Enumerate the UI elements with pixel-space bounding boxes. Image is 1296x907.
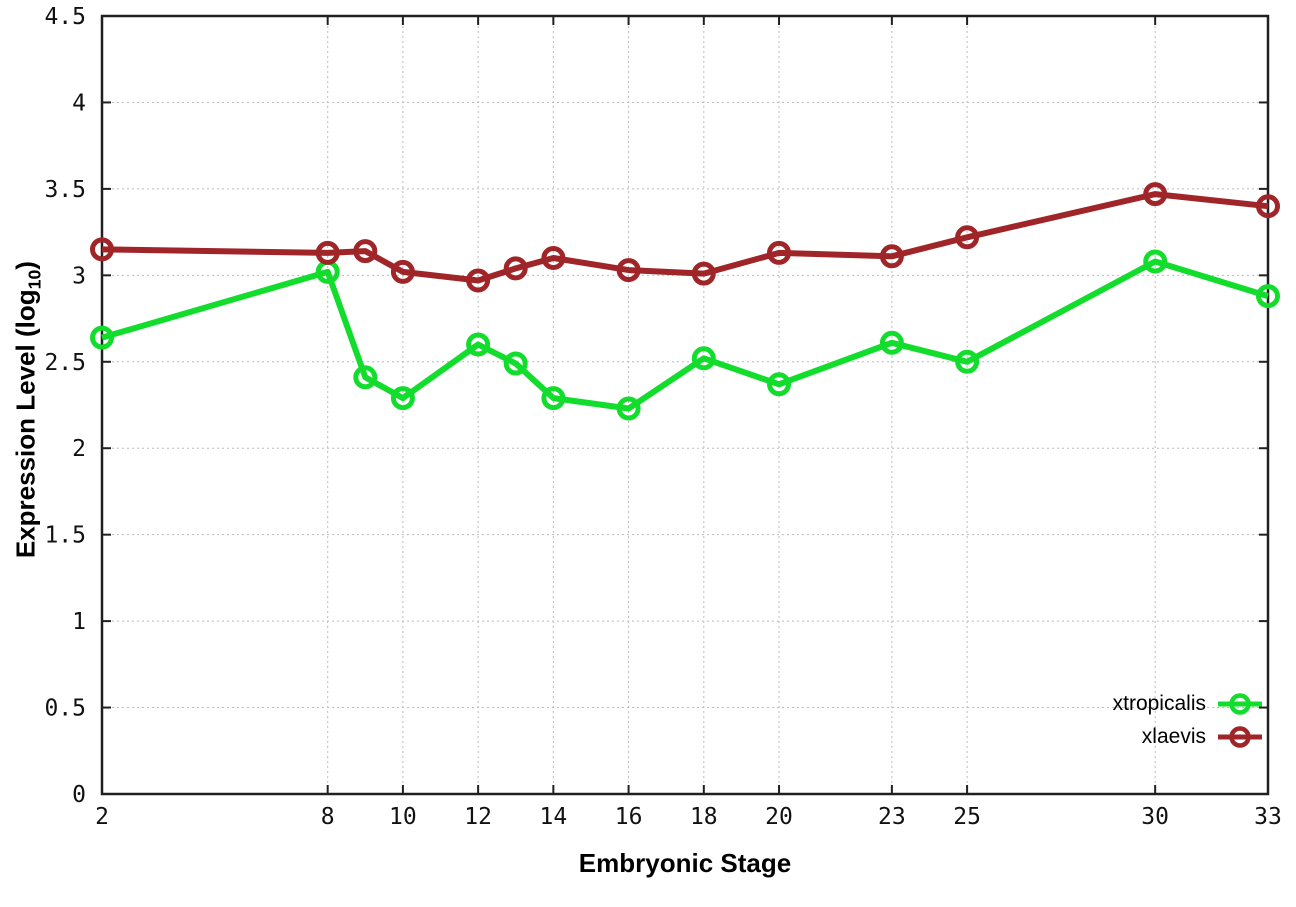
svg-text:10: 10 bbox=[389, 804, 417, 830]
svg-text:12: 12 bbox=[464, 804, 492, 830]
legend-marker bbox=[1218, 692, 1262, 715]
legend: xtropicalis xlaevis bbox=[1113, 687, 1262, 753]
y-axis-title-text: Expression Level (log bbox=[10, 289, 41, 559]
svg-text:1: 1 bbox=[72, 609, 86, 635]
svg-text:33: 33 bbox=[1254, 804, 1282, 830]
svg-text:25: 25 bbox=[953, 804, 981, 830]
legend-item-xlaevis: xlaevis bbox=[1113, 720, 1262, 753]
svg-text:3: 3 bbox=[72, 263, 86, 289]
svg-text:23: 23 bbox=[878, 804, 906, 830]
legend-label: xlaevis bbox=[1141, 724, 1206, 748]
svg-text:18: 18 bbox=[690, 804, 718, 830]
y-axis-title-suffix: ) bbox=[10, 261, 41, 270]
y-axis-title: Expression Level (log10) bbox=[10, 110, 45, 710]
svg-text:0.5: 0.5 bbox=[44, 696, 86, 722]
svg-text:30: 30 bbox=[1141, 804, 1169, 830]
svg-text:8: 8 bbox=[321, 804, 335, 830]
svg-text:3.5: 3.5 bbox=[44, 177, 86, 203]
svg-text:1.5: 1.5 bbox=[44, 523, 86, 549]
svg-text:4: 4 bbox=[72, 90, 86, 116]
legend-marker bbox=[1218, 725, 1262, 748]
svg-text:14: 14 bbox=[540, 804, 568, 830]
svg-text:2: 2 bbox=[72, 436, 86, 462]
svg-text:2.5: 2.5 bbox=[44, 350, 86, 376]
legend-label: xtropicalis bbox=[1112, 691, 1206, 715]
svg-text:16: 16 bbox=[615, 804, 643, 830]
svg-text:20: 20 bbox=[765, 804, 793, 830]
svg-text:2: 2 bbox=[95, 804, 109, 830]
y-axis-title-subscript: 10 bbox=[24, 269, 45, 290]
legend-item-xtropicalis: xtropicalis bbox=[1113, 687, 1262, 720]
svg-text:4.5: 4.5 bbox=[44, 4, 86, 30]
x-axis-title: Embryonic Stage bbox=[578, 848, 792, 878]
svg-text:0: 0 bbox=[72, 782, 86, 808]
